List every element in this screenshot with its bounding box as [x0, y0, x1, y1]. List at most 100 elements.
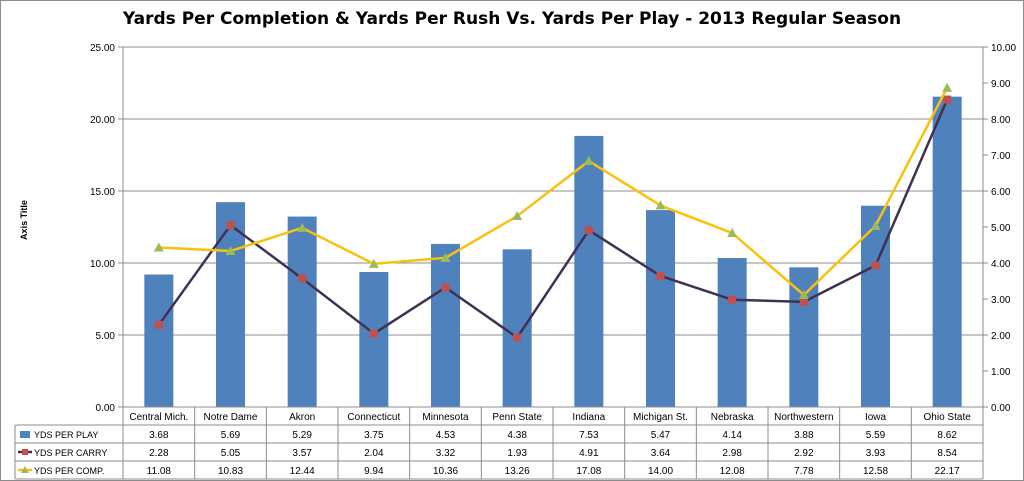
table-value: 12.08: [720, 466, 745, 477]
table-value: 2.98: [722, 448, 742, 459]
table-value: 7.53: [579, 430, 599, 441]
series-line-yds-per-carry: [157, 99, 949, 339]
category-label: Penn State: [492, 412, 542, 423]
legend-key-marker-triangle: [21, 466, 29, 473]
table-value: 5.47: [651, 430, 671, 441]
bar: [861, 205, 890, 407]
point-yds-per-comp: [655, 200, 666, 210]
point-yds-per-comp: [440, 252, 451, 262]
chart-title: Yards Per Completion & Yards Per Rush Vs…: [122, 9, 902, 29]
y-right-tick-label: 3.00: [991, 295, 1011, 306]
point-yds-per-comp: [297, 222, 308, 232]
category-label: Connecticut: [347, 412, 400, 423]
point-yds-per-carry: [513, 333, 522, 342]
y-right-tick-label: 1.00: [991, 367, 1011, 378]
point-yds-per-carry: [369, 329, 378, 338]
series-line-yds-per-comp: [158, 87, 949, 297]
table-value: 12.44: [290, 466, 315, 477]
table-value: 5.05: [221, 448, 241, 459]
bar: [789, 267, 819, 407]
table-value: 2.04: [364, 448, 384, 459]
table-value: 3.32: [436, 448, 456, 459]
bar: [646, 210, 675, 407]
table-value: 4.14: [722, 430, 742, 441]
legend-key-yds-per-play: [20, 431, 30, 438]
point-yds-per-comp: [512, 211, 523, 221]
point-yds-per-carry: [943, 95, 952, 104]
category-label: Northwestern: [774, 412, 833, 423]
table-value: 1.93: [507, 448, 527, 459]
y-right-tick-label: 9.00: [991, 79, 1011, 90]
table-value: 3.93: [866, 448, 886, 459]
point-yds-per-carry: [656, 271, 665, 280]
bar: [431, 243, 460, 407]
legend-label: YDS PER COMP.: [34, 466, 104, 476]
category-label: Central Mich.: [129, 412, 188, 423]
point-yds-per-comp: [798, 289, 809, 299]
table-value: 4.53: [436, 430, 456, 441]
y-left-tick-label: 5.00: [96, 331, 116, 342]
table-value: 7.78: [794, 466, 814, 477]
point-yds-per-carry: [799, 297, 808, 306]
table-value: 10.36: [433, 466, 458, 477]
table-value: 2.92: [794, 448, 814, 459]
table-value: 22.17: [935, 466, 960, 477]
category-label: Minnesota: [422, 412, 469, 423]
y-left-tick-label: 20.00: [90, 115, 115, 126]
y-right-tick-label: 8.00: [991, 115, 1011, 126]
table-value: 4.91: [579, 448, 599, 459]
table-value: 3.75: [364, 430, 384, 441]
bar: [359, 272, 389, 407]
category-label: Ohio State: [924, 412, 972, 423]
point-yds-per-carry: [298, 274, 307, 283]
y-left-tick-label: 25.00: [90, 43, 115, 54]
y-right-tick-label: 4.00: [991, 259, 1011, 270]
y-right-tick-label: 10.00: [991, 43, 1016, 54]
table-value: 13.26: [505, 466, 530, 477]
legend-label: YDS PER CARRY: [34, 448, 107, 458]
table-value: 9.94: [364, 466, 384, 477]
table-value: 14.00: [648, 466, 673, 477]
point-yds-per-comp: [727, 228, 738, 238]
y-right-tick-label: 6.00: [991, 187, 1011, 198]
table-value: 3.64: [651, 448, 671, 459]
point-yds-per-comp: [225, 246, 236, 256]
table-value: 8.62: [937, 430, 957, 441]
category-label: Notre Dame: [204, 412, 258, 423]
table-value: 2.28: [149, 448, 169, 459]
point-yds-per-comp: [153, 242, 164, 252]
bar: [216, 202, 245, 407]
table-value: 5.29: [292, 430, 312, 441]
point-yds-per-comp: [870, 220, 881, 230]
table-value: 5.59: [866, 430, 886, 441]
point-yds-per-carry: [154, 320, 163, 329]
category-label: Iowa: [865, 412, 887, 423]
bar: [574, 135, 604, 408]
bar: [144, 274, 174, 407]
y-left-tick-label: 0.00: [96, 403, 116, 414]
table-value: 17.08: [576, 466, 601, 477]
table-value: 3.88: [794, 430, 814, 441]
point-yds-per-carry: [441, 283, 450, 292]
legend-label: YDS PER PLAY: [34, 430, 98, 440]
bar: [287, 216, 317, 407]
y-right-tick-label: 7.00: [991, 151, 1011, 162]
y-right-tick-label: 2.00: [991, 331, 1011, 342]
table-value: 3.68: [149, 430, 169, 441]
point-yds-per-comp: [368, 258, 379, 268]
y-left-tick-label: 15.00: [90, 187, 115, 198]
category-label: Akron: [289, 412, 315, 423]
legend-key-marker-square: [22, 449, 28, 455]
table-value: 4.38: [507, 430, 527, 441]
category-label: Nebraska: [711, 412, 754, 423]
table-value: 11.08: [147, 466, 172, 477]
table-value: 12.58: [863, 466, 888, 477]
bar: [932, 96, 962, 408]
table-value: 5.69: [221, 430, 241, 441]
point-yds-per-carry: [226, 221, 235, 230]
table-value: 10.83: [218, 466, 243, 477]
bar: [502, 249, 532, 407]
category-label: Indiana: [572, 412, 605, 423]
y-right-tick-label: 5.00: [991, 223, 1011, 234]
